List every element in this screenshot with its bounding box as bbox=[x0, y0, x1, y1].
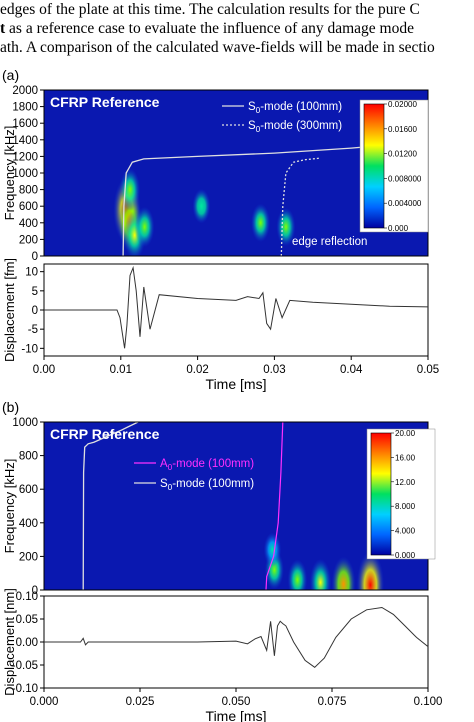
y-tick-label: 0.05 bbox=[16, 614, 38, 626]
y-tick-label: -0.05 bbox=[12, 660, 38, 672]
colorbar-tick-label: 4.000 bbox=[395, 527, 416, 536]
heatmap-panel-2: 0 200 400 600 800 1000 Frequency [kHz] CFRP Ref… bbox=[2, 399, 436, 597]
body-text-excerpt: edges of the plate at this time. The cal… bbox=[0, 0, 474, 57]
legend-label: S0-mode (300mm) bbox=[248, 120, 342, 134]
legend-label: S0-mode (100mm) bbox=[160, 478, 254, 492]
x-tick-label: 0.05 bbox=[417, 364, 439, 376]
x-tick-label: 0.03 bbox=[263, 364, 285, 376]
colorbar bbox=[363, 103, 385, 229]
colorbar-tick-label: 0.02000 bbox=[388, 100, 417, 109]
x-tick-label: 0.000 bbox=[30, 696, 59, 708]
waveform-panel-3: -0.10 -0.05 0.00 0.05 0.10 0.000 0.025 0.050 0.0… bbox=[2, 588, 442, 722]
energy-blob bbox=[276, 207, 296, 247]
y-tick-label: 0 bbox=[32, 585, 38, 597]
colorbar-tick-label: 0.000 bbox=[395, 551, 416, 560]
y-tick-label: 1000 bbox=[12, 417, 38, 429]
x-tick-label: 0.01 bbox=[110, 364, 132, 376]
body-text-line-2: as a reference case to evaluate the infl… bbox=[5, 20, 414, 37]
heatmap-content bbox=[82, 422, 385, 590]
colorbar-tick-label: 0.01600 bbox=[388, 125, 417, 134]
heatmap-panel-0: 0 200 400 600 800 1000 1200 1400 1600 1800 2000 Fre… bbox=[2, 67, 429, 263]
y-axis-label: Frequency [kHz] bbox=[2, 459, 17, 554]
energy-blob bbox=[192, 188, 211, 224]
y-tick-label: 1000 bbox=[12, 168, 38, 180]
x-axis-label: Time [ms] bbox=[206, 376, 267, 392]
body-text-line-3: ath. A comparison of the calculated wave… bbox=[0, 39, 435, 56]
y-tick-label: 2000 bbox=[12, 85, 38, 97]
colorbar-tick-label: 20.00 bbox=[395, 429, 416, 438]
energy-blob bbox=[287, 559, 308, 590]
y-axis-label: Displacement [nm] bbox=[2, 588, 17, 696]
y-tick-label: 0.00 bbox=[16, 637, 38, 649]
y-tick-label: 1600 bbox=[12, 118, 38, 130]
y-tick-label: -5 bbox=[28, 324, 38, 336]
chart-title: CFRP Reference bbox=[50, 426, 160, 442]
colorbar-tick-label: 0.000 bbox=[388, 224, 409, 233]
y-tick-label: 600 bbox=[19, 201, 38, 213]
energy-blob bbox=[309, 558, 332, 590]
colorbar-tick-label: 12.00 bbox=[395, 478, 416, 487]
colorbar-tick-label: 0.01200 bbox=[388, 150, 417, 159]
energy-blob bbox=[119, 168, 141, 211]
waveform-panel-1: -10 -5 0 5 10 0.00 0.01 0.02 0.03 0.04 0.05 Displac… bbox=[2, 258, 439, 392]
x-tick-label: 0.100 bbox=[414, 696, 443, 708]
mode-curve-s0-mode-100mm- bbox=[82, 422, 139, 590]
y-axis-label: Frequency [kHz] bbox=[2, 126, 17, 221]
energy-blob bbox=[356, 551, 385, 590]
body-text-line: t as a reference case to evaluate the in… bbox=[0, 19, 474, 38]
x-tick-label: 0.050 bbox=[222, 696, 251, 708]
y-tick-label: 0.10 bbox=[16, 591, 38, 603]
energy-blob bbox=[134, 206, 155, 248]
x-tick-label: 0.025 bbox=[126, 696, 155, 708]
energy-blob bbox=[251, 203, 271, 243]
y-tick-label: -0.10 bbox=[12, 683, 38, 695]
x-tick-label: 0.00 bbox=[33, 364, 55, 376]
mode-curve-a0-mode-100mm- bbox=[265, 422, 284, 590]
energy-blob bbox=[263, 532, 282, 567]
heatmap-content bbox=[113, 140, 428, 256]
body-text-line: ath. A comparison of the calculated wave… bbox=[0, 38, 474, 57]
edge-reflection-annotation: edge reflection bbox=[292, 236, 367, 248]
colorbar-tick-label: 8.000 bbox=[395, 502, 416, 511]
x-axis-label: Time [ms] bbox=[206, 708, 267, 722]
y-tick-label: 400 bbox=[19, 518, 38, 530]
y-tick-label: 10 bbox=[25, 267, 38, 279]
body-text-line-1: edges of the plate at this time. The cal… bbox=[0, 1, 420, 18]
y-tick-label: 200 bbox=[19, 551, 38, 563]
x-tick-label: 0.02 bbox=[186, 364, 208, 376]
y-tick-label: 600 bbox=[19, 484, 38, 496]
panel-label: (b) bbox=[2, 399, 19, 415]
y-tick-label: 1800 bbox=[12, 102, 38, 114]
chart-title: CFRP Reference bbox=[50, 94, 160, 110]
colorbar bbox=[370, 432, 392, 556]
body-text-line: edges of the plate at this time. The cal… bbox=[0, 0, 474, 19]
displacement-series bbox=[44, 606, 429, 668]
x-tick-label: 0.04 bbox=[340, 364, 363, 376]
body-text-bold-fragment: t bbox=[0, 20, 6, 37]
displacement-series bbox=[44, 265, 429, 349]
y-tick-label: 5 bbox=[32, 286, 38, 298]
y-axis-label: Displacement [fm] bbox=[2, 258, 17, 362]
y-tick-label: 200 bbox=[19, 234, 38, 246]
y-tick-label: 1200 bbox=[12, 151, 38, 163]
colorbar-tick-label: 16.00 bbox=[395, 453, 416, 462]
y-tick-label: 1400 bbox=[12, 135, 38, 147]
y-tick-label: 800 bbox=[19, 451, 38, 463]
legend-label: S0-mode (100mm) bbox=[248, 101, 342, 115]
y-tick-label: 400 bbox=[19, 218, 38, 230]
colorbar-tick-label: 0.008000 bbox=[388, 174, 422, 183]
mode-curve-s0-mode-300mm- bbox=[280, 157, 321, 256]
mode-curve-s0-mode-100mm- bbox=[122, 140, 428, 256]
y-tick-label: -10 bbox=[21, 343, 38, 355]
energy-blob bbox=[331, 556, 356, 590]
colorbar-tick-label: 0.004000 bbox=[388, 199, 422, 208]
x-tick-label: 0.075 bbox=[318, 696, 347, 708]
panel-label: (a) bbox=[2, 67, 19, 83]
y-tick-label: 0 bbox=[32, 305, 38, 317]
y-tick-label: 0 bbox=[32, 251, 38, 263]
legend-label: A0-mode (100mm) bbox=[160, 458, 254, 472]
y-tick-label: 800 bbox=[19, 185, 38, 197]
